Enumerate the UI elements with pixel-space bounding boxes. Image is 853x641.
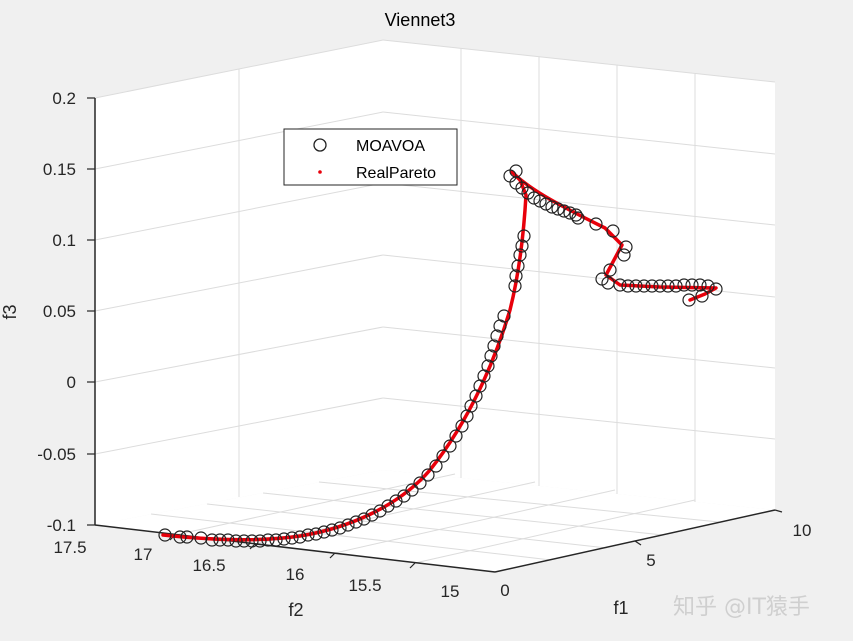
f2-tick: 17.5 — [53, 538, 86, 557]
z-tick: 0.2 — [52, 89, 76, 108]
chart-title: Viennet3 — [385, 10, 456, 30]
f1-tick: 10 — [793, 521, 812, 540]
z-tick: 0 — [67, 373, 76, 392]
legend-marker-moavoa — [313, 138, 327, 152]
f2-axis-ticks: 17.5 17 16.5 16 15.5 15 — [53, 534, 460, 601]
z-tick: -0.05 — [37, 445, 76, 464]
legend: MOAVOA RealPareto — [283, 128, 458, 186]
watermark: 知乎 @IT猿手 — [673, 595, 810, 620]
z-tick: 0.05 — [43, 302, 76, 321]
z-axis-ticks: 0.2 0.15 0.1 0.05 0 -0.05 -0.1 — [37, 89, 95, 535]
axes-box — [95, 40, 775, 572]
grid-lines — [94, 39, 776, 564]
f2-tick: 17 — [134, 545, 153, 564]
f2-tick: 16.5 — [192, 556, 225, 575]
f1-tick: 0 — [500, 581, 509, 600]
f2-axis-label: f2 — [288, 600, 303, 620]
f2-tick: 15 — [441, 582, 460, 601]
legend-label-realpareto: RealPareto — [356, 165, 436, 182]
f2-tick: 16 — [286, 565, 305, 584]
series-moavoa — [158, 164, 723, 548]
f1-tick: 5 — [646, 551, 655, 570]
f1-axis-ticks: 0 5 10 — [500, 509, 812, 600]
z-tick: 0.1 — [52, 231, 76, 250]
legend-marker-realpareto — [318, 170, 322, 174]
f2-tick: 15.5 — [348, 576, 381, 595]
legend-label-moavoa: MOAVOA — [356, 138, 425, 155]
z-tick: 0.15 — [43, 160, 76, 179]
z-tick: -0.1 — [47, 516, 76, 535]
f1-axis-label: f1 — [613, 598, 628, 618]
f3-axis-label: f3 — [0, 304, 20, 319]
